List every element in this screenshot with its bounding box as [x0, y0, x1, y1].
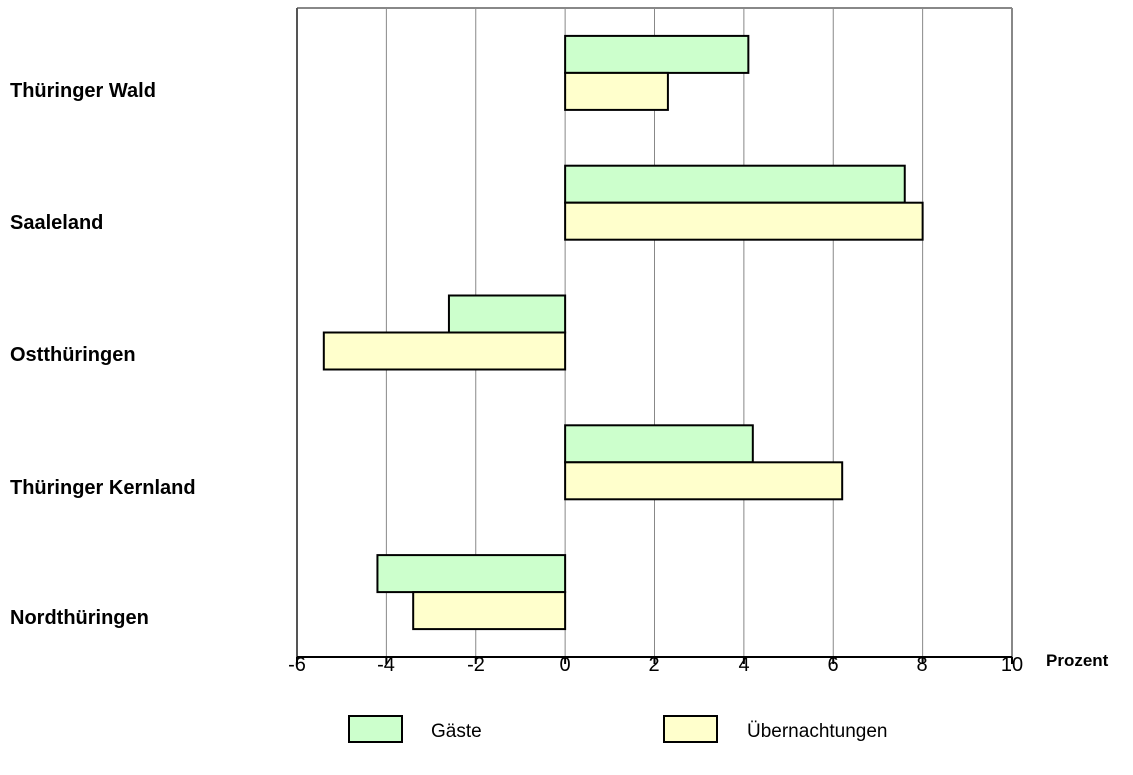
x-tick-label: -2: [467, 654, 485, 676]
x-tick-label: 10: [1000, 654, 1024, 676]
category-label-saaleland: Saaleland: [10, 212, 104, 234]
legend-swatch-gaeste: [348, 715, 403, 743]
bar-gaeste: [564, 164, 906, 204]
bar-gaeste: [376, 554, 567, 594]
bar-uebernachtungen: [564, 71, 669, 111]
category-label-thueringer-kernland: Thüringer Kernland: [10, 477, 196, 499]
legend-swatch-uebernachtungen: [663, 715, 718, 743]
bar-uebernachtungen: [412, 591, 567, 631]
x-tick-label: -4: [377, 654, 395, 676]
x-tick-label: 0: [559, 654, 571, 676]
x-tick-label: 8: [916, 654, 928, 676]
category-label-nordthueringen: Nordthüringen: [10, 607, 149, 629]
bar-gaeste: [447, 294, 567, 334]
x-tick-label: 2: [648, 654, 660, 676]
category-label-ostthueringen: Ostthüringen: [10, 344, 136, 366]
category-label-thueringer-wald: Thüringer Wald: [10, 80, 156, 102]
legend-label-uebernachtungen: Übernachtungen: [747, 721, 888, 742]
x-tick-label: 4: [738, 654, 750, 676]
bar-gaeste: [564, 424, 754, 464]
bar-uebernachtungen: [322, 331, 567, 371]
x-tick-label: 6: [827, 654, 839, 676]
legend-label-gaeste: Gäste: [431, 721, 482, 742]
x-tick-label: -6: [288, 654, 306, 676]
bar-gaeste: [564, 34, 750, 74]
bar-uebernachtungen: [564, 201, 924, 241]
bar-uebernachtungen: [564, 461, 844, 501]
x-axis-unit-label: Prozent: [1046, 651, 1109, 670]
